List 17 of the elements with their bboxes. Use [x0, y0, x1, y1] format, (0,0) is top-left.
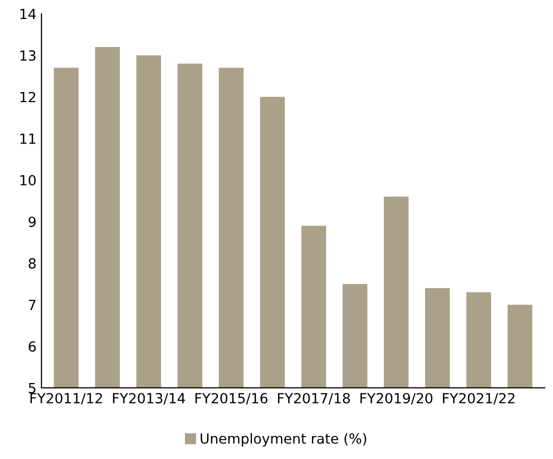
y-tick-label: 8	[28, 258, 36, 269]
y-tick-label: 14	[20, 8, 36, 20]
y-tick-label: 9	[28, 216, 36, 228]
x-tick-label: FY2017/18	[278, 392, 350, 405]
y-tick-label: 6	[28, 341, 36, 352]
legend-label: Unemployment rate (%)	[200, 433, 366, 446]
y-tick-label: 5	[28, 383, 36, 394]
y-tick-label: 10	[20, 175, 36, 186]
x-tick-label: FY2021/22	[442, 392, 514, 405]
x-tick-label: FY2011/12	[30, 392, 102, 405]
x-tick-label: FY2019/20	[360, 392, 432, 405]
y-tick-label: 12	[20, 92, 36, 102]
x-tick-label: FY2015/16	[195, 392, 268, 405]
y-tick-label: 11	[20, 134, 36, 144]
y-tick-label: 13	[20, 50, 36, 61]
x-tick-label: FY2013/14	[113, 392, 186, 405]
y-tick-label: 7	[28, 300, 36, 310]
